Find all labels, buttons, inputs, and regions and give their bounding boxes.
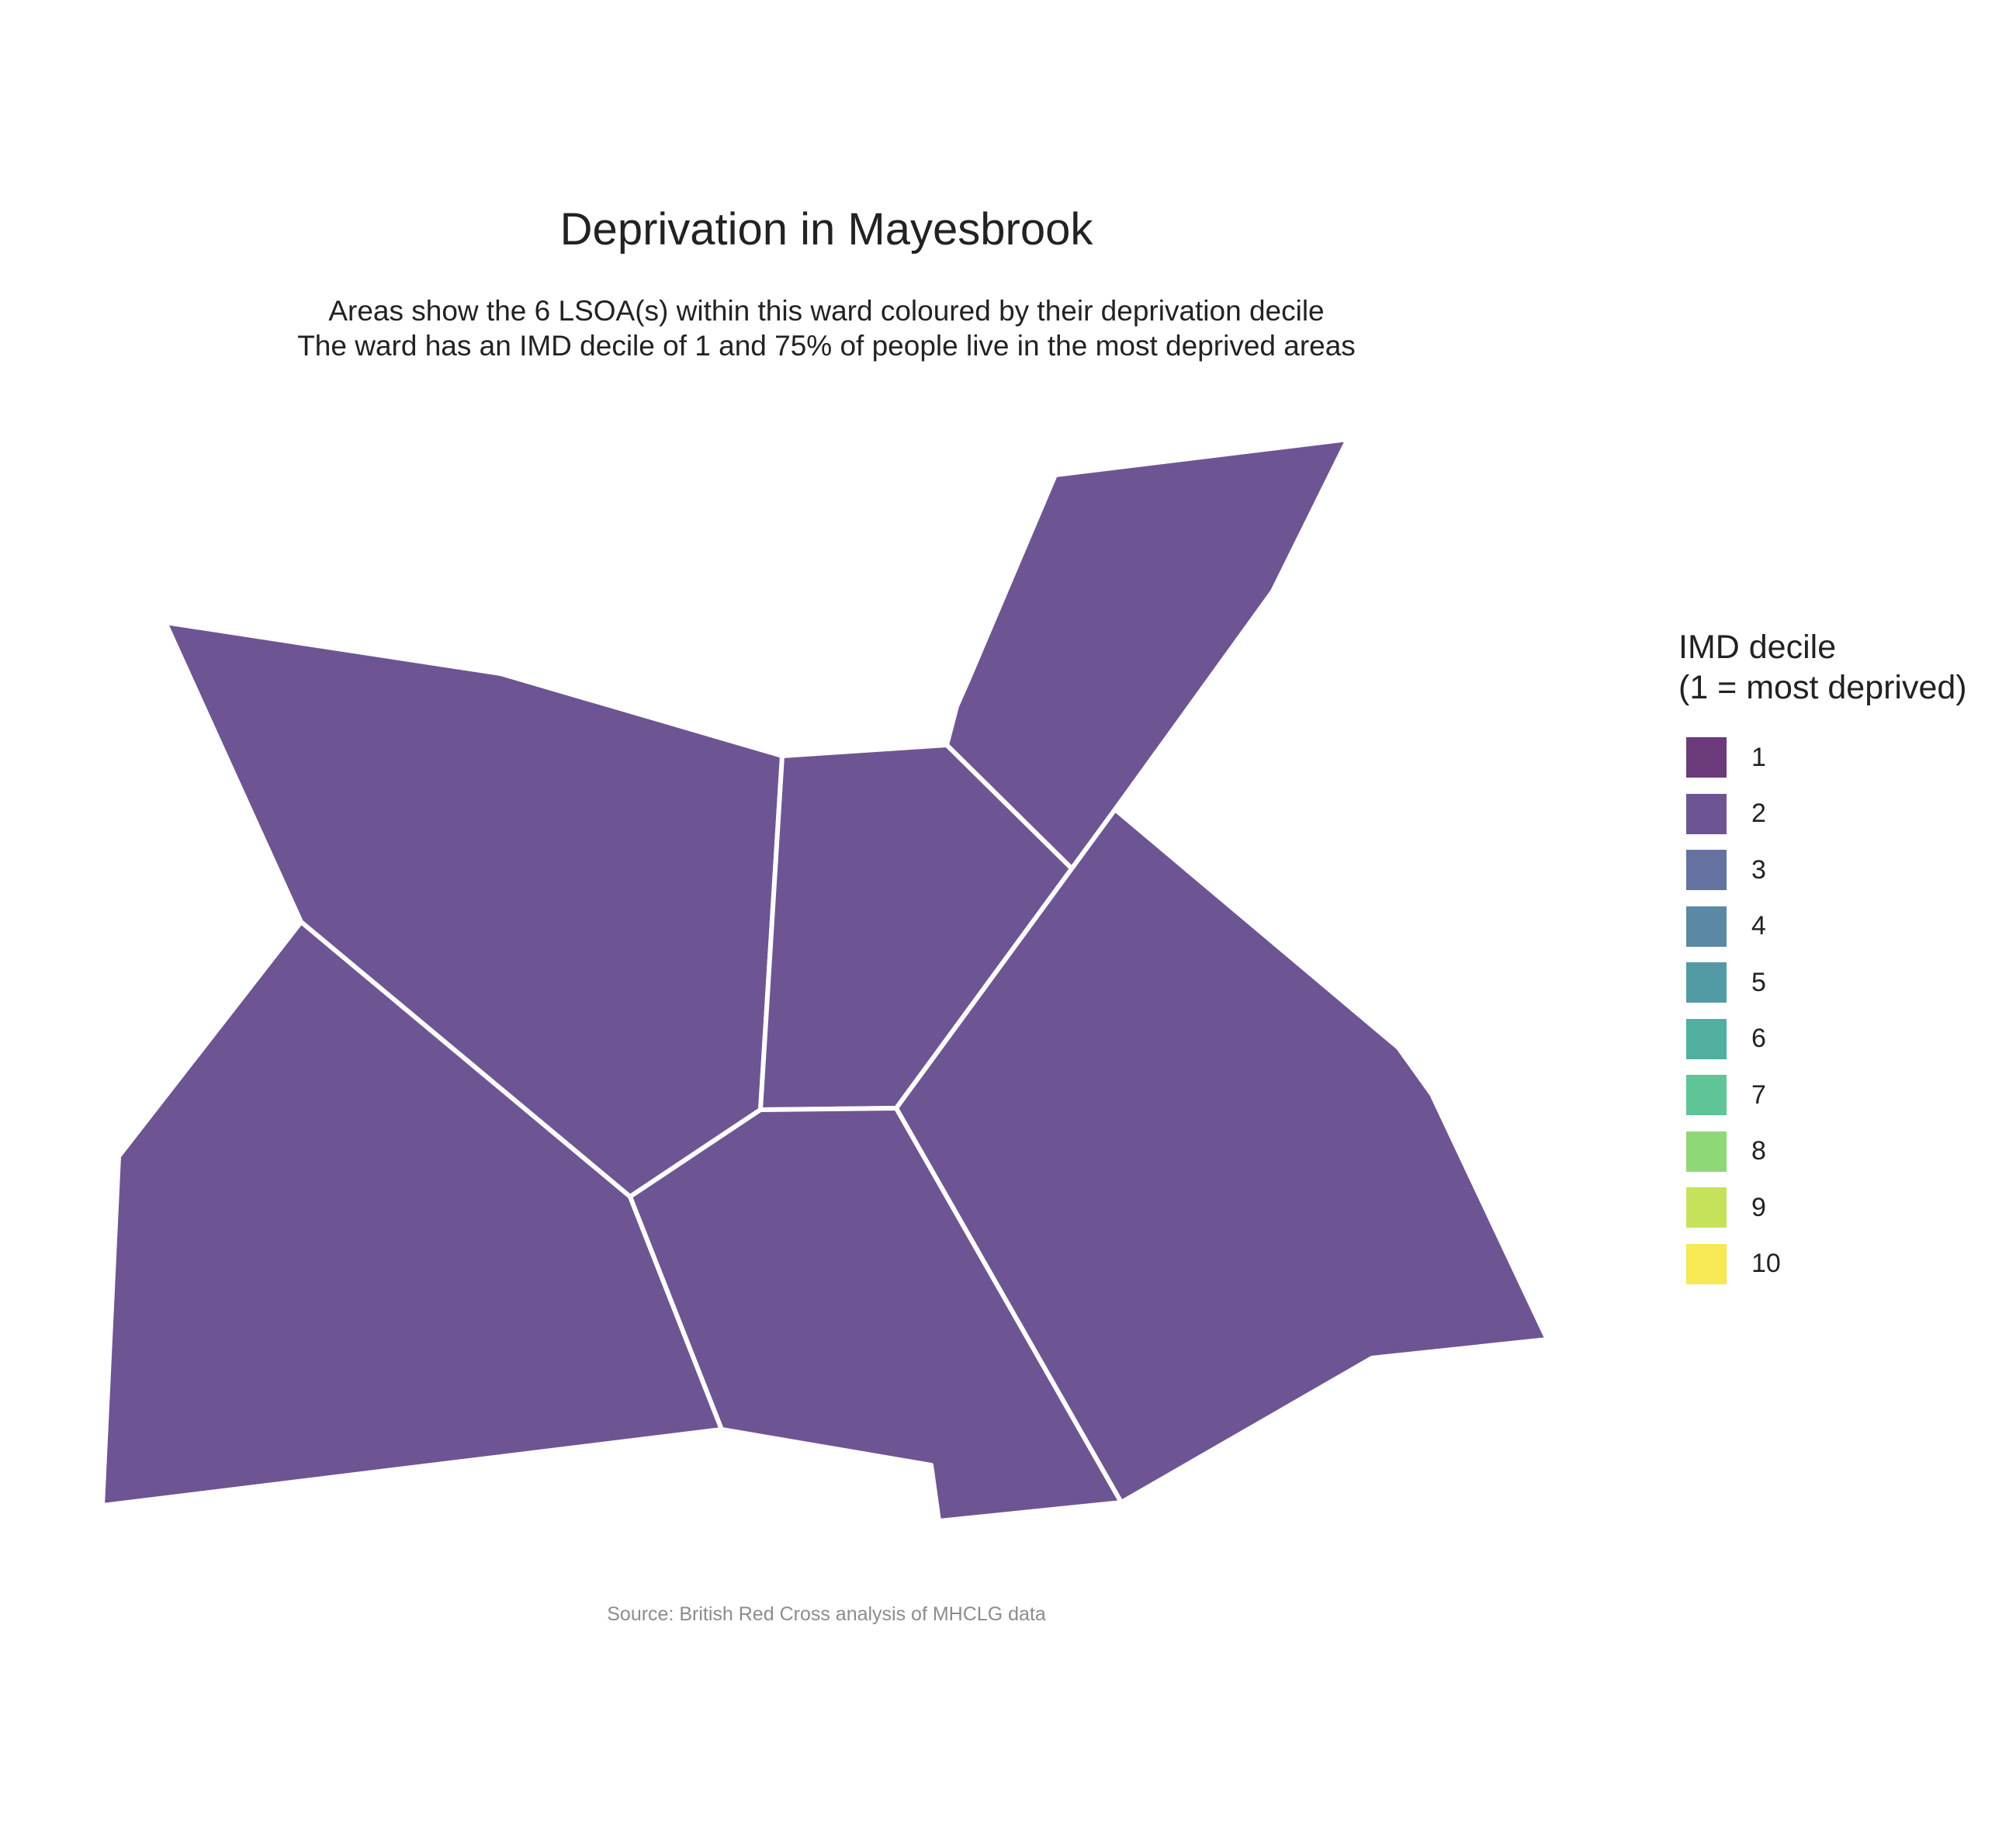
legend-label: 2	[1751, 799, 1766, 829]
legend-item-8: 8	[1678, 1124, 1967, 1180]
source-caption: Source: British Red Cross analysis of MH…	[607, 1603, 1046, 1625]
legend-items: 1 2 3 4 5 6 7 8 9 10	[1678, 729, 1967, 1292]
legend-label: 4	[1751, 911, 1766, 941]
legend-swatch	[1686, 850, 1727, 891]
legend-item-9: 9	[1678, 1180, 1967, 1236]
map-subtitle-line-2: The ward has an IMD decile of 1 and 75% …	[297, 330, 1356, 362]
legend-item-4: 4	[1678, 899, 1967, 955]
legend-swatch	[1686, 1131, 1727, 1172]
legend-swatch	[1686, 1187, 1727, 1228]
legend-swatch	[1686, 737, 1727, 778]
lsoa-south-centre	[628, 1106, 1124, 1523]
legend-item-5: 5	[1678, 955, 1967, 1011]
map-title: Deprivation in Mayesbrook	[559, 204, 1093, 255]
lsoa-east	[894, 807, 1550, 1505]
legend-item-7: 7	[1678, 1067, 1967, 1124]
legend-swatch	[1686, 906, 1727, 947]
legend-label: 3	[1751, 854, 1766, 885]
legend-title-line-1: IMD decile	[1678, 629, 1837, 666]
legend-item-2: 2	[1678, 786, 1967, 843]
legend-item-1: 1	[1678, 729, 1967, 786]
legend-label: 9	[1751, 1192, 1766, 1222]
legend-label: 7	[1751, 1079, 1766, 1110]
legend-item-10: 10	[1678, 1236, 1967, 1293]
legend-swatch	[1686, 1075, 1727, 1116]
legend-swatch	[1686, 793, 1727, 834]
legend-swatch	[1686, 1018, 1727, 1059]
map-subtitle-line-1: Areas show the 6 LSOA(s) within this war…	[328, 295, 1325, 327]
legend-label: 1	[1751, 742, 1766, 772]
legend-label: 10	[1751, 1249, 1781, 1279]
legend-title-line-2: (1 = most deprived)	[1678, 669, 1967, 706]
legend-swatch	[1686, 962, 1727, 1003]
legend-item-6: 6	[1678, 1011, 1967, 1068]
legend-swatch	[1686, 1243, 1727, 1284]
legend-item-3: 3	[1678, 842, 1967, 899]
lsoa-areas	[100, 437, 1550, 1523]
legend-label: 5	[1751, 967, 1766, 997]
legend: IMD decile (1 = most deprived) 1 2 3 4 5 6 7 8 9…	[1678, 627, 1967, 1292]
legend-label: 6	[1751, 1024, 1766, 1054]
legend-label: 8	[1751, 1136, 1766, 1166]
lsoa-south-west	[100, 920, 724, 1508]
